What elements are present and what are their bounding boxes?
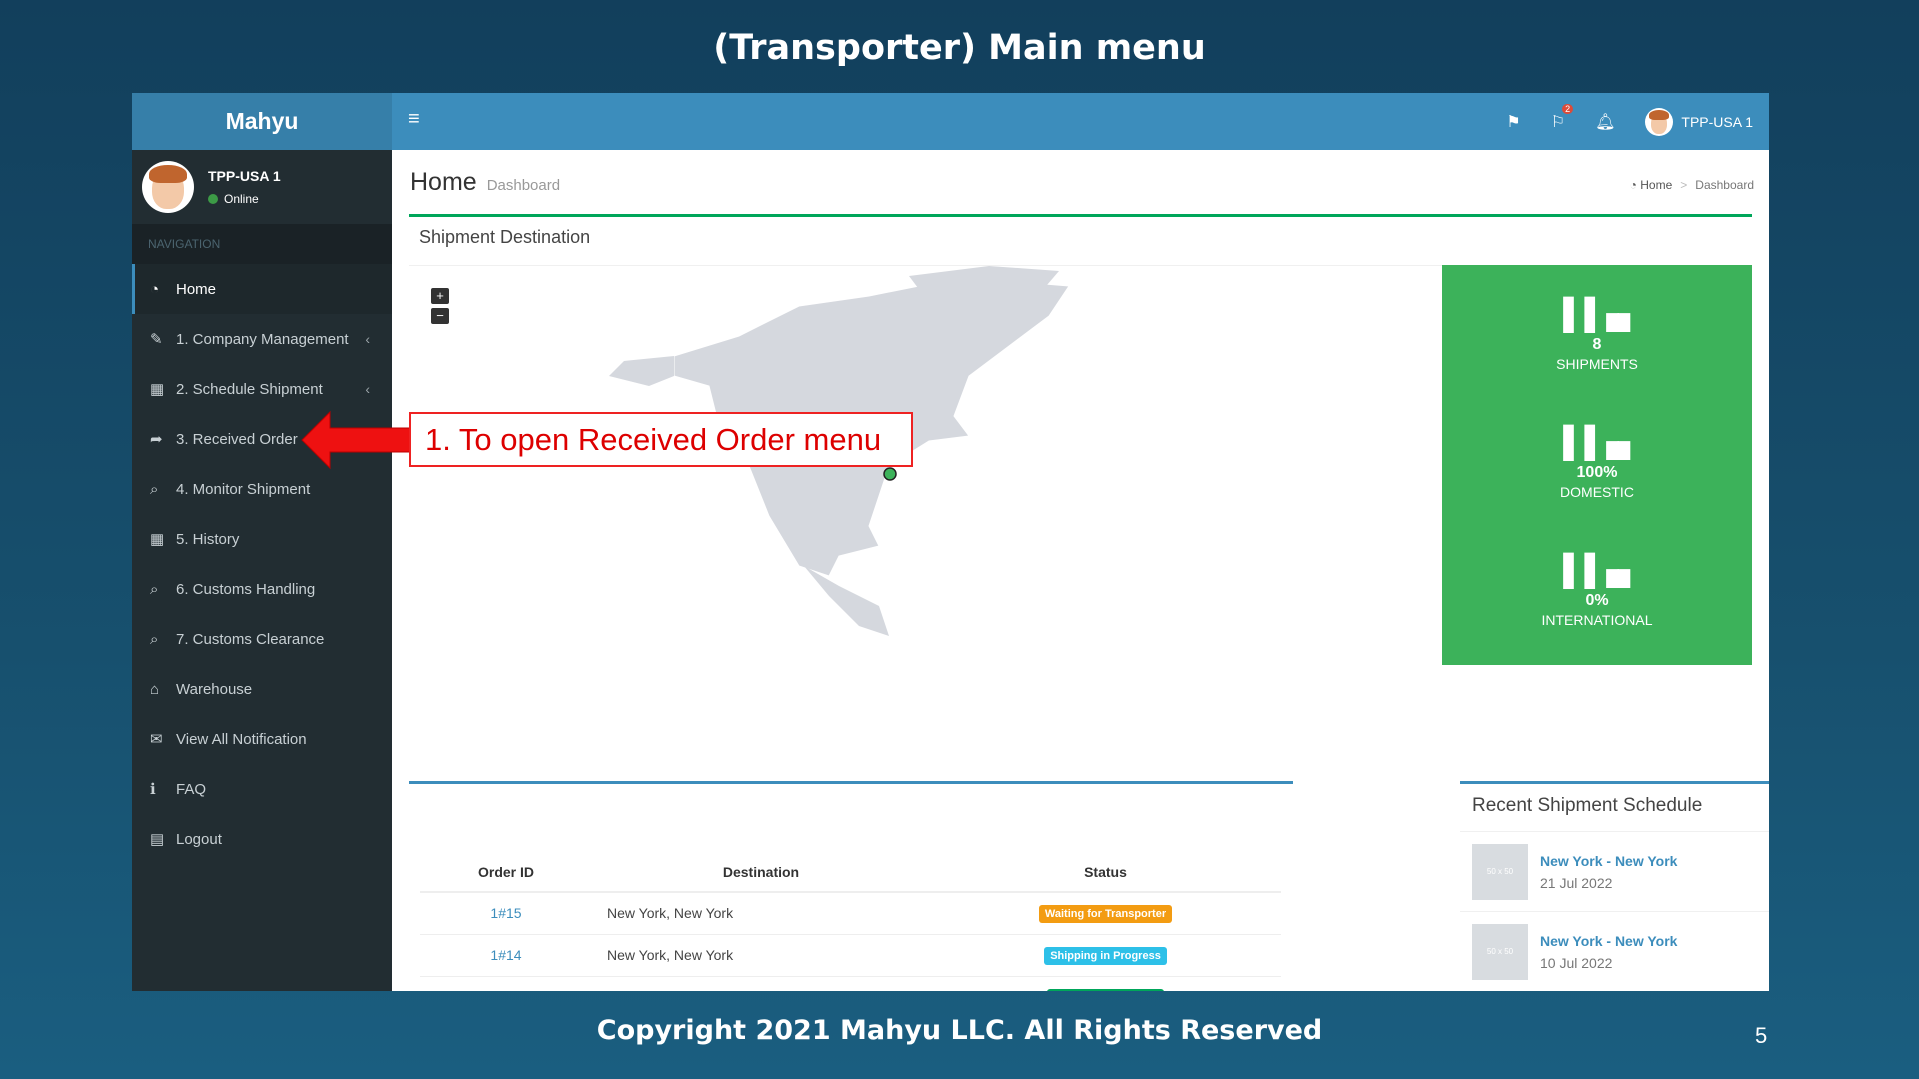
orders-table: Order ID Destination Status 1#15 New York… (420, 852, 1281, 991)
box-title: Shipment Destination (419, 227, 591, 247)
status-badge: Shipping in Progress (1044, 946, 1167, 965)
column-header: Destination (592, 852, 930, 893)
chevron-left-icon: ‹ (365, 381, 370, 397)
column-header: Order ID (420, 852, 592, 893)
search-icon: ⌕ (150, 480, 159, 498)
table-row[interactable]: 1#15 New York, New York Waiting for Transp… (420, 892, 1281, 935)
thumbnail-placeholder: 50 x 50 (1472, 923, 1528, 980)
thumbnail-placeholder: 50 x 50 (1472, 843, 1528, 900)
stat-domestic: ▐▐▗▖ 100% DOMESTIC (1442, 425, 1752, 500)
callout-box: 1. To open Received Order menu (409, 412, 913, 467)
bar-chart-icon: ▐▐▗▖ (1552, 554, 1642, 587)
status-badge: Waiting for Transporter (1038, 904, 1173, 923)
page-title: Home (410, 168, 477, 196)
share-icon: ➦ (150, 431, 163, 448)
avatar (142, 161, 194, 213)
column-header: Status (930, 852, 1281, 893)
user-menu[interactable]: TPP-USA 1 (1645, 107, 1753, 136)
box-title: Recent Shipment Schedule (1460, 784, 1769, 832)
sidebar-item-customs-clearance[interactable]: ⌕ 7. Customs Clearance (150, 630, 325, 648)
calendar-icon: ▦ (150, 531, 165, 548)
chevron-left-icon: ‹ (365, 331, 370, 347)
hamburger-menu-icon[interactable]: ≡ (408, 108, 420, 130)
destination-cell: New York, New York (592, 934, 930, 977)
search-icon: ⌕ (150, 580, 159, 598)
calendar-icon: ▦ (150, 381, 165, 398)
destination-marker (883, 467, 897, 481)
status-cell: Waiting for Transporter (930, 892, 1281, 935)
avatar (1645, 107, 1674, 136)
brand-logo[interactable]: Mahyu (132, 93, 392, 150)
sidebar-item-history[interactable]: ▦ 5. History (150, 530, 240, 549)
warehouse-icon: ⌂ (150, 680, 160, 698)
slide-footer: Copyright 2021 Mahyu LLC. All Rights Res… (596, 1015, 1323, 1046)
order-id-link[interactable]: 1#12 (420, 976, 592, 991)
breadcrumb: ◔ Home > Dashboard (1630, 178, 1754, 192)
search-icon: ⌕ (150, 630, 159, 648)
bar-chart-icon: ▐▐▗▖ (1552, 298, 1642, 331)
bell-icon[interactable]: 🔔︎ (1595, 113, 1616, 131)
shipment-date: 10 Jul 2022 (1540, 954, 1613, 971)
sidebar-item-faq[interactable]: ℹ FAQ (150, 780, 207, 799)
recent-shipment-box: Recent Shipment Schedule 50 x 50 New York… (1460, 781, 1769, 991)
sidebar-item-notifications[interactable]: ✉ View All Notification (150, 730, 307, 749)
book-icon: ▤ (150, 831, 165, 848)
destination-cell: New York, New York (592, 976, 930, 991)
stat-international: ▐▐▗▖ 0% INTERNATIONAL (1442, 553, 1752, 628)
list-item[interactable]: 50 x 50 New York - New York 10 Jul 2022 (1460, 912, 1769, 991)
sidebar-item-home[interactable]: ◔ Home (132, 264, 392, 314)
translate-icon[interactable]: ⚑ (1506, 113, 1521, 131)
user-status: Online (208, 192, 281, 206)
table-row[interactable]: 1#12New York, New York Waiting for Paymen… (420, 976, 1281, 991)
online-dot-icon (208, 194, 218, 204)
slide-title: (Transporter) Main menu (713, 28, 1206, 68)
status-cell: Shipping in Progress (930, 934, 1281, 977)
callout-arrow (301, 410, 412, 470)
status-cell: Waiting for Payment (930, 976, 1281, 991)
sidebar-item-monitor-shipment[interactable]: ⌕ 4. Monitor Shipment (150, 480, 311, 498)
breadcrumb-current: Dashboard (1695, 178, 1754, 192)
orders-box: Order ID Destination Status 1#15 New York… (409, 781, 1293, 991)
sidebar-item-customs-handling[interactable]: ⌕ 6. Customs Handling (150, 580, 316, 598)
sidebar-item-received-order[interactable]: ➦ 3. Received Order (150, 430, 298, 449)
table-row[interactable]: 1#14 New York, New York Shipping in Progre… (420, 934, 1281, 977)
sidebar: Mahyu TPP-USA 1 Online NAVIGATION ◔ Home … (132, 93, 392, 991)
status-badge: Waiting for Payment (1046, 988, 1165, 991)
notification-badge: 2 (1562, 103, 1574, 114)
zoom-out-button[interactable]: − (431, 308, 449, 324)
dashboard-icon: ◔ (150, 280, 160, 298)
sidebar-item-company-management[interactable]: ✎ 1. Company Management ‹ (150, 330, 370, 349)
breadcrumb-home[interactable]: ◔ Home (1629, 178, 1673, 192)
user-name: TPP-USA 1 (208, 168, 281, 184)
app-window: Mahyu TPP-USA 1 Online NAVIGATION ◔ Home … (132, 93, 1769, 991)
list-item[interactable]: 50 x 50 New York - New York 21 Jul 2022 (1460, 832, 1769, 912)
bar-chart-icon: ▐▐▗▖ (1552, 426, 1642, 459)
destination-cell: New York, New York (592, 892, 930, 935)
page-subtitle: Dashboard (486, 177, 561, 194)
topbar-user-name: TPP-USA 1 (1681, 113, 1753, 130)
sidebar-item-schedule-shipment[interactable]: ▦ 2. Schedule Shipment ‹ (150, 380, 370, 399)
edit-icon: ✎ (150, 331, 163, 348)
sidebar-item-warehouse[interactable]: ⌂ Warehouse (150, 680, 253, 698)
stats-panel: ▐▐▗▖ 8 SHIPMENTS ▐▐▗▖ 100% DOMESTIC ▐▐▗▖… (1442, 265, 1752, 665)
breadcrumb-separator: > (1680, 178, 1688, 192)
nav-header: NAVIGATION (132, 224, 392, 264)
topbar: ≡ ⚑ ⚐ 2 🔔︎ TPP-USA 1 (392, 93, 1769, 150)
order-id-link[interactable]: 1#14 (420, 934, 592, 977)
sidebar-item-logout[interactable]: ▤ Logout (150, 830, 222, 849)
shipment-date: 21 Jul 2022 (1540, 874, 1613, 891)
flag-notification-icon[interactable]: ⚐ 2 (1551, 103, 1574, 132)
main-content: Home Dashboard ◔ Home > Dashboard Shipme… (392, 150, 1769, 991)
dashboard-icon: ◔ (1629, 178, 1641, 192)
stat-shipments: ▐▐▗▖ 8 SHIPMENTS (1442, 297, 1752, 372)
shipment-route-link[interactable]: New York - New York (1540, 932, 1678, 949)
user-panel: TPP-USA 1 Online (132, 150, 392, 224)
shipment-route-link[interactable]: New York - New York (1540, 852, 1678, 869)
info-icon: ℹ (150, 781, 156, 798)
page-number: 5 (1755, 1023, 1768, 1048)
zoom-in-button[interactable]: + (431, 288, 449, 304)
envelope-icon: ✉ (150, 731, 163, 748)
order-id-link[interactable]: 1#15 (420, 892, 592, 935)
